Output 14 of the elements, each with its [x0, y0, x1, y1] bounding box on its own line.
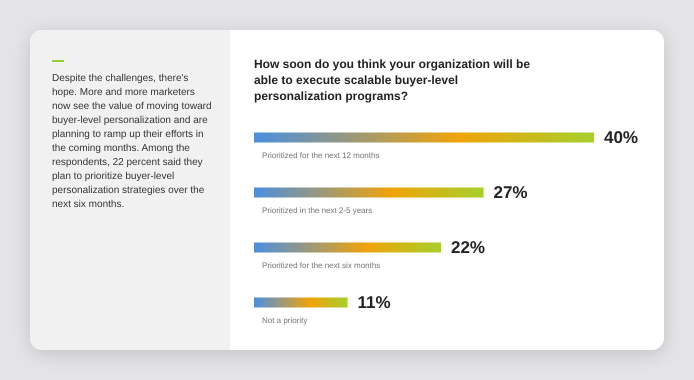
text: Despite the challenges, there's hope. More and more marketers now see the value of moving toward buyer-level personalization and are planning to ramp up their efforts in the coming months. Among the respondents, 22 percent said they plan to prioritize buyer-level personalization strategies over the next six months.: [52, 73, 212, 210]
data-label: 11%: [358, 293, 391, 312]
y-tick-label: Prioritized for the next 12 months: [262, 151, 380, 160]
y-tick-label: Not a priority: [262, 316, 308, 325]
bar: [254, 188, 484, 198]
y-tick-label: Prioritized in the next 2-5 years: [262, 206, 372, 215]
data-label: 27%: [494, 183, 528, 202]
y-tick-label: Prioritized for the next six months: [262, 261, 380, 270]
chart-title: How soon do you think your organization will be able to execute scalable buyer-level personalization programs?: [254, 56, 531, 104]
bar: [254, 132, 594, 142]
data-label: 22%: [451, 238, 486, 257]
data-label: 40%: [604, 128, 638, 147]
bar: [254, 298, 348, 308]
bar: [254, 242, 441, 252]
